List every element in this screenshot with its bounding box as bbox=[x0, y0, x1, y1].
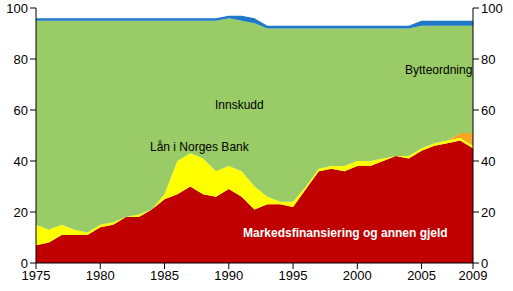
svg-text:80: 80 bbox=[14, 52, 28, 67]
svg-text:20: 20 bbox=[14, 205, 28, 220]
html-text:Lån i Norges Bank: Lån i Norges Bank bbox=[150, 140, 249, 154]
svg-text:80: 80 bbox=[481, 52, 495, 67]
svg-text:1980: 1980 bbox=[86, 268, 115, 283]
svg-text:2009: 2009 bbox=[458, 268, 488, 284]
svg-text:1990: 1990 bbox=[214, 268, 243, 283]
svg-text:0: 0 bbox=[21, 256, 28, 271]
html-text:Markedsfinansiering og annen g: Markedsfinansiering og annen gjeld bbox=[243, 226, 448, 240]
svg-text:40: 40 bbox=[14, 154, 28, 169]
svg-text:2005: 2005 bbox=[407, 268, 436, 283]
svg-text:100: 100 bbox=[481, 1, 503, 16]
svg-text:1975: 1975 bbox=[21, 268, 51, 284]
svg-text:100: 100 bbox=[8, 1, 28, 16]
html-text:Egenkapital: Egenkapital bbox=[272, 6, 335, 20]
svg-text:60: 60 bbox=[481, 103, 495, 118]
svg-text:0: 0 bbox=[481, 256, 488, 271]
svg-text:2000: 2000 bbox=[343, 268, 372, 283]
html-text:Bytteordning: Bytteordning bbox=[405, 63, 473, 77]
svg-text:20: 20 bbox=[481, 205, 495, 220]
html-text:Innskudd: Innskudd bbox=[215, 98, 264, 112]
svg-text:1995: 1995 bbox=[279, 268, 308, 283]
svg-text:40: 40 bbox=[481, 154, 495, 169]
svg-text:1985: 1985 bbox=[150, 268, 179, 283]
svg-text:60: 60 bbox=[14, 103, 28, 118]
